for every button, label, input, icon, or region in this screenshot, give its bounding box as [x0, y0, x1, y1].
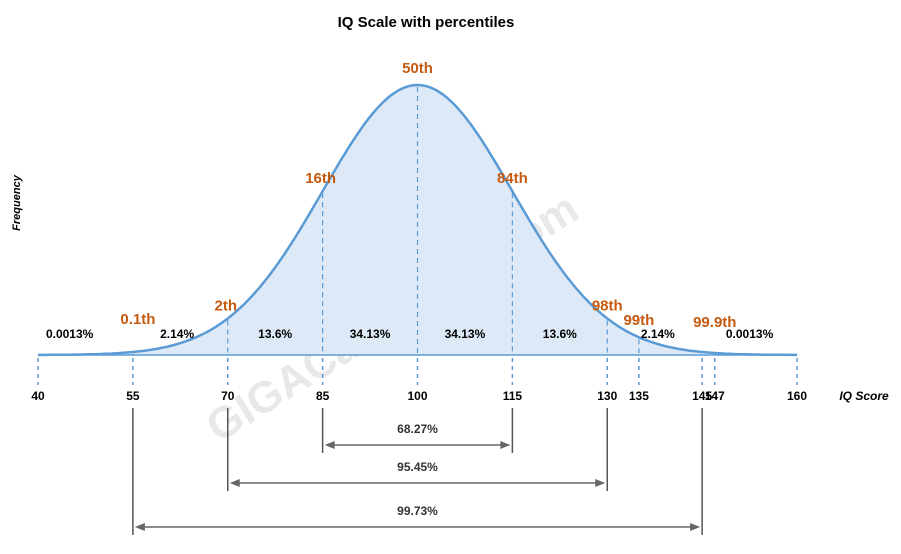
percentile-label: 0.1th: [120, 311, 155, 328]
chart-title: IQ Scale with percentiles: [338, 14, 515, 31]
percentile-label: 50th: [402, 60, 433, 77]
percentile-label: 99.9th: [693, 314, 736, 331]
band-label: 2.14%: [641, 327, 675, 341]
tick-label: 130: [597, 389, 617, 403]
coverage-ranges: 68.27% 95.45% 99.73%: [132, 408, 703, 535]
band-labels: 0.0013% 2.14% 13.6% 34.13% 34.13% 13.6% 2.14% 0…: [46, 327, 774, 341]
tick-label: 85: [316, 389, 330, 403]
x-axis-label: IQ Score: [839, 389, 889, 403]
band-label: 34.13%: [350, 327, 391, 341]
band-label: 13.6%: [258, 327, 292, 341]
tick-label: 115: [503, 389, 523, 403]
band-label: 13.6%: [543, 327, 577, 341]
tick-label: 145: [692, 389, 712, 403]
coverage-label: 99.73%: [397, 504, 438, 518]
bell-curve-layer: [38, 83, 797, 357]
tick-label: 135: [629, 389, 649, 403]
curve-fill: [38, 85, 797, 355]
band-label: 0.0013%: [46, 327, 94, 341]
coverage-arrowhead-left: [134, 523, 145, 531]
bell-curve-line: [38, 83, 797, 357]
coverage-arrowhead-left: [324, 441, 335, 449]
percentile-label: 16th: [305, 170, 336, 187]
band-label: 34.13%: [445, 327, 486, 341]
percentile-label: 2th: [215, 297, 238, 314]
tick-label: 40: [31, 389, 45, 403]
percentile-label: 84th: [497, 170, 528, 187]
coverage-arrowhead-right: [595, 479, 606, 487]
percentile-label: 99th: [623, 312, 654, 329]
band-label: 2.14%: [160, 327, 194, 341]
band-label: 0.0013%: [726, 327, 774, 341]
coverage-arrowhead-right: [690, 523, 701, 531]
tick-label: 160: [787, 389, 807, 403]
coverage-label: 68.27%: [397, 422, 438, 436]
tick-label: 147: [705, 389, 725, 403]
coverage-arrowhead-left: [229, 479, 240, 487]
tick-label: 70: [221, 389, 235, 403]
tick-label: 55: [126, 389, 140, 403]
percentile-label: 98th: [592, 297, 623, 314]
y-axis-label: Frequency: [11, 174, 23, 231]
coverage-label: 95.45%: [397, 460, 438, 474]
tick-label: 100: [407, 389, 427, 403]
coverage-arrowhead-right: [500, 441, 511, 449]
